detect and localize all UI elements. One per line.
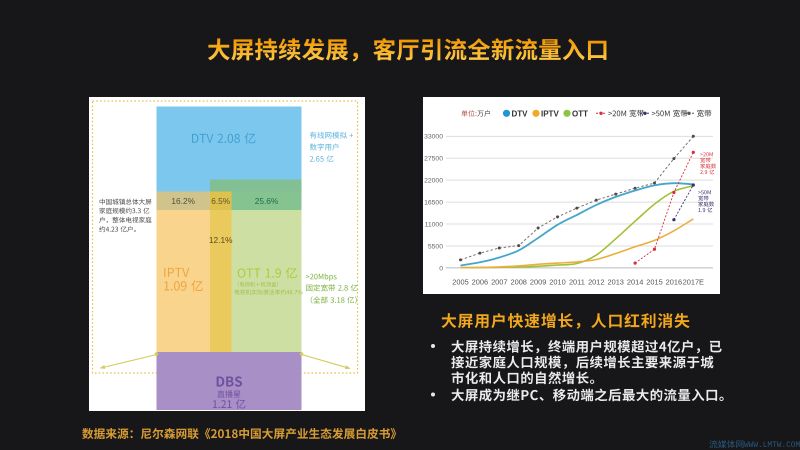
svg-text:12.1%: 12.1%	[209, 235, 233, 245]
svg-text:2011: 2011	[569, 277, 585, 286]
svg-text:16.2%: 16.2%	[171, 196, 195, 206]
svg-text:22000: 22000	[424, 178, 443, 185]
svg-text:27500: 27500	[424, 156, 443, 163]
svg-text:16500: 16500	[424, 200, 443, 207]
svg-text:2010: 2010	[549, 277, 565, 286]
svg-text:2015: 2015	[646, 277, 662, 286]
svg-text:2009: 2009	[530, 277, 546, 286]
svg-text:2008: 2008	[510, 277, 526, 286]
svg-text:2007: 2007	[491, 277, 507, 286]
svg-text:6.5%: 6.5%	[211, 196, 231, 206]
svg-text:11000: 11000	[425, 221, 444, 228]
svg-text:25.6%: 25.6%	[255, 196, 279, 206]
svg-text:2005: 2005	[452, 277, 468, 286]
svg-text:2012: 2012	[588, 277, 604, 286]
svg-text:DTV: DTV	[512, 109, 529, 118]
svg-text:33000: 33000	[424, 134, 443, 141]
svg-text:5500: 5500	[428, 243, 443, 250]
svg-text:2013: 2013	[607, 277, 623, 286]
svg-text:IPTV: IPTV	[541, 109, 559, 118]
svg-text:0: 0	[439, 265, 443, 272]
svg-text:2014: 2014	[627, 277, 643, 286]
svg-text:2006: 2006	[472, 277, 488, 286]
svg-text:2016: 2016	[666, 277, 682, 286]
svg-text:OTT: OTT	[572, 109, 588, 118]
svg-text:WWW.LMTW.COM: WWW.LMTW.COM	[744, 442, 800, 450]
svg-text:2017E: 2017E	[683, 277, 704, 286]
